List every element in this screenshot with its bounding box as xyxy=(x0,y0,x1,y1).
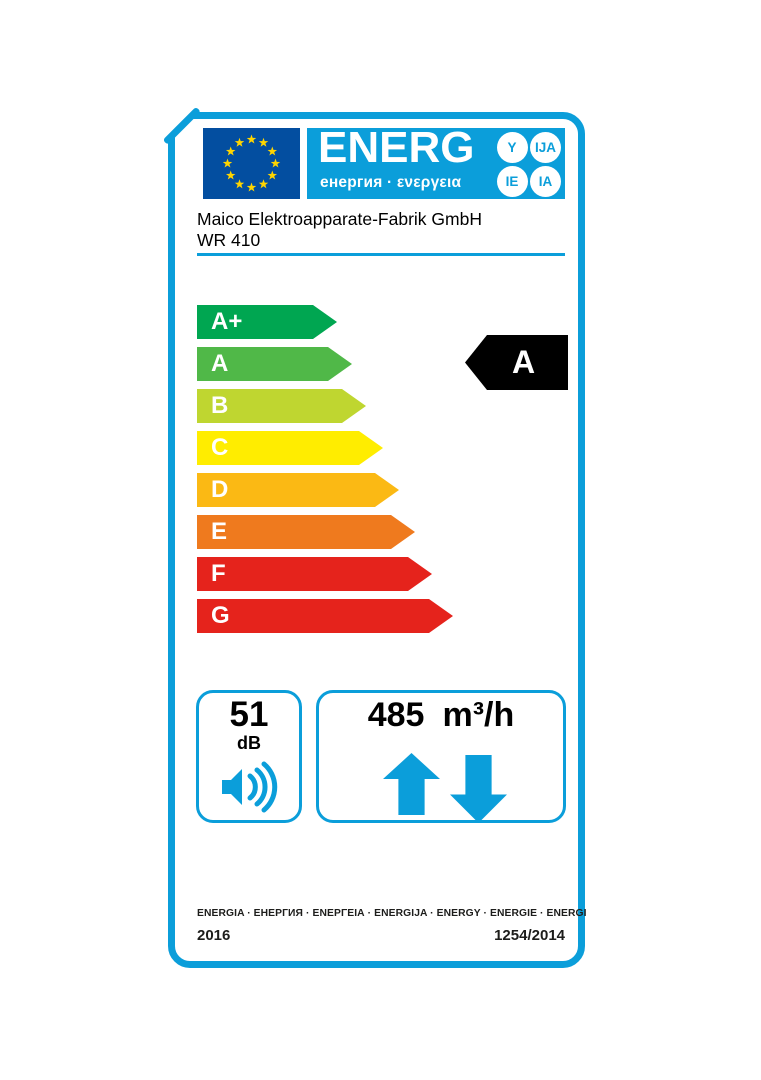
supplier-name: Maico Elektroapparate-Fabrik GmbH xyxy=(197,209,482,229)
airflow-value: 485 xyxy=(367,696,425,734)
airflow-unit: m³/h xyxy=(442,696,515,734)
eu-flag xyxy=(203,128,300,199)
scale-arrow-f: F xyxy=(197,557,432,591)
down-arrow-icon xyxy=(450,755,507,823)
class-letter: G xyxy=(211,602,230,629)
scale-arrow-aplus: A+ xyxy=(197,305,337,339)
scale-arrow-d: D xyxy=(197,473,399,507)
eu-flag-graphic xyxy=(203,128,300,199)
regulation-number: 1254/2014 xyxy=(494,927,565,944)
suffix-y: Y xyxy=(496,132,528,163)
suffix-ia: IA xyxy=(530,165,561,197)
suffix-ija: IJA xyxy=(530,132,561,163)
speaker-icon xyxy=(222,761,278,813)
label-year: 2016 xyxy=(197,927,231,944)
scale-arrow-a: A xyxy=(197,347,352,381)
up-arrow-icon xyxy=(383,753,440,815)
model-name: WR 410 xyxy=(197,230,261,250)
noise-value: 51 xyxy=(229,695,269,734)
class-letter: E xyxy=(211,518,228,545)
class-letter: A xyxy=(211,350,229,377)
rating-arrow: A xyxy=(465,335,568,390)
suffix-ie: IE xyxy=(496,165,528,197)
energy-words: ENERGIA · ЕНЕРГИЯ · ΕΝΕΡΓΕΙΑ · ENERGIJA … xyxy=(197,908,587,919)
energ-logo: ENERG енергия · ενεργεια Y IJA IE IA xyxy=(307,128,565,199)
scale-arrow-c: C xyxy=(197,431,383,465)
divider-line xyxy=(197,253,565,256)
class-letter: F xyxy=(211,560,226,587)
scale-arrow-b: B xyxy=(197,389,366,423)
rating-class: A xyxy=(511,344,536,380)
noise-unit: dB xyxy=(237,732,261,753)
efficiency-scale: A+ A B C D E F G xyxy=(197,305,453,641)
airflow-box: 485 m³/h xyxy=(316,690,566,823)
class-letter: D xyxy=(211,476,229,503)
scale-arrow-e: E xyxy=(197,515,415,549)
class-letter: C xyxy=(211,434,229,461)
class-letter: B xyxy=(211,392,229,419)
energ-translations: енергия · ενεργεια xyxy=(320,174,462,191)
energ-wordmark: ENERG xyxy=(318,128,475,172)
class-letter: A+ xyxy=(211,308,243,335)
noise-box: 51 dB xyxy=(196,690,302,823)
suffix-circles: Y IJA IE IA xyxy=(496,132,561,197)
airflow-reading: 485 m³/h xyxy=(319,696,563,734)
scale-arrow-g: G xyxy=(197,599,453,633)
supplier-block: Maico Elektroapparate-Fabrik GmbH WR 410 xyxy=(197,209,565,251)
energy-label: ENERG енергия · ενεργεια Y IJA IE IA Mai… xyxy=(162,106,587,968)
